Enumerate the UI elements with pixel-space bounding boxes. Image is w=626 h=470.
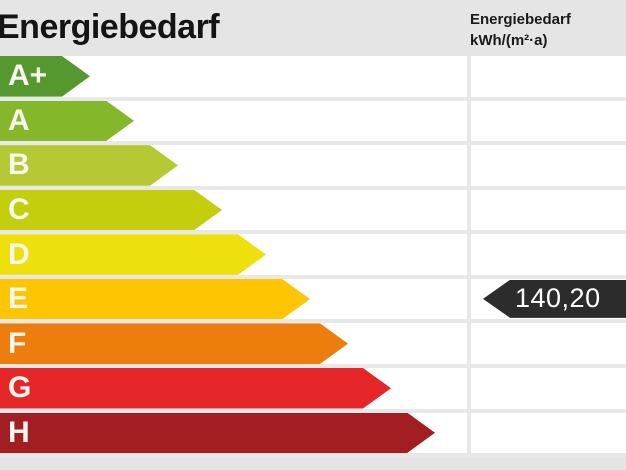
scale-row-f: F	[0, 323, 626, 368]
energy-value-indicator-arrow: 140,20	[483, 279, 626, 318]
scale-row-h: H	[0, 412, 626, 458]
energy-class-arrow-a: A	[0, 101, 134, 142]
energy-class-label: D	[8, 237, 30, 271]
energy-class-label: G	[8, 371, 32, 405]
energy-value-text: 140,20	[515, 283, 601, 314]
footer-strip	[0, 457, 626, 470]
energy-class-arrow-e: E	[0, 279, 310, 320]
chart-header: Energiebedarf Energiebedarf kWh/(m²·a)	[0, 0, 626, 56]
energy-class-label: E	[8, 282, 29, 316]
scale-row-g: G	[0, 367, 626, 413]
value-column-separator	[467, 56, 471, 457]
scale-row-e: E 140,20	[0, 278, 626, 324]
energy-class-label: H	[8, 415, 30, 449]
energy-class-arrow-d: D	[0, 234, 266, 275]
energy-class-arrow-c: C	[0, 190, 222, 231]
scale-row-b: B	[0, 145, 626, 190]
energy-class-arrow-f: F	[0, 323, 348, 364]
energy-class-arrow-b: B	[0, 145, 178, 186]
scale-row-d: D	[0, 234, 626, 279]
value-column-header-line1: Energiebedarf	[470, 11, 571, 28]
energy-class-label: A	[8, 103, 30, 137]
energy-scale-rows: A+ A B C D E 140,2	[0, 56, 626, 458]
scale-row-a-plus: A+	[0, 56, 626, 101]
energy-class-arrow-g: G	[0, 368, 391, 409]
chart-title: Energiebedarf	[0, 8, 220, 46]
energy-class-label: F	[8, 326, 27, 360]
energy-class-label: C	[8, 192, 30, 226]
scale-row-c: C	[0, 189, 626, 235]
energy-class-arrow-a-plus: A+	[0, 56, 90, 97]
energy-class-arrow-h: H	[0, 413, 435, 454]
value-column-header: Energiebedarf kWh/(m²·a)	[470, 9, 624, 51]
energy-class-label: B	[8, 148, 30, 182]
scale-row-a: A	[0, 100, 626, 146]
energy-class-label: A+	[8, 59, 48, 93]
value-column-header-line2: kWh/(m²·a)	[470, 32, 548, 49]
